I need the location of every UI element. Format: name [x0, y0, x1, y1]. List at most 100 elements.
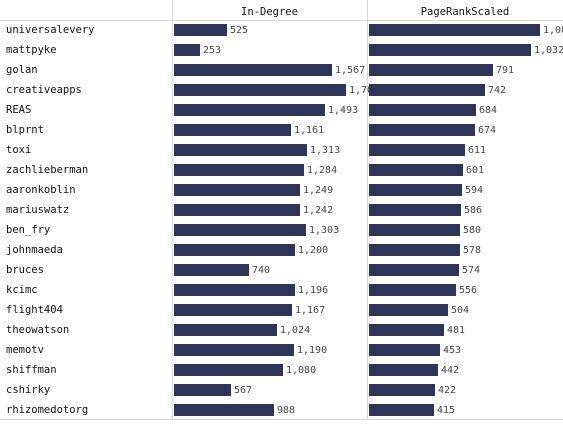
bar	[174, 64, 332, 76]
bar	[369, 164, 463, 176]
table-row: kcimc 1,196 556	[6, 284, 477, 296]
data-label: 674	[478, 125, 496, 136]
data-label: 684	[479, 105, 497, 116]
data-label: 586	[464, 205, 482, 216]
table-row: aaronkoblin 1,249 594	[6, 184, 483, 196]
bar	[369, 364, 438, 376]
data-label: 567	[234, 385, 252, 396]
row-label: REAS	[6, 104, 31, 116]
bar	[369, 244, 460, 256]
table-row: REAS 1,493 684	[6, 104, 497, 116]
data-label: 556	[459, 285, 477, 296]
row-label: mattpyke	[6, 44, 57, 56]
table-row: mariuswatz 1,242 586	[6, 204, 482, 216]
column-header: PageRankScaled	[421, 6, 510, 18]
column-headers: In-Degree PageRankScaled	[241, 6, 509, 18]
row-label: johnmaeda	[6, 244, 63, 256]
data-label: 1,196	[298, 285, 328, 296]
bar	[369, 304, 448, 316]
bar	[369, 184, 462, 196]
data-label: 740	[252, 265, 270, 276]
bar	[369, 344, 440, 356]
table-row: universalevery 525 1,088	[6, 24, 563, 36]
bar	[174, 304, 292, 316]
table-row: blprnt 1,161 674	[6, 124, 496, 136]
bar	[174, 104, 325, 116]
row-label: mariuswatz	[6, 204, 69, 216]
row-label: shiffman	[6, 364, 57, 376]
data-label: 1,703	[349, 85, 379, 96]
bar	[174, 364, 283, 376]
data-label: 525	[230, 25, 248, 36]
bar	[174, 344, 294, 356]
bar	[369, 384, 435, 396]
data-label: 415	[437, 405, 455, 416]
row-label: memotv	[6, 344, 44, 356]
table-row: shiffman 1,080 442	[6, 364, 459, 376]
bar	[369, 24, 540, 36]
data-label: 442	[441, 365, 459, 376]
bar	[174, 224, 306, 236]
row-label: zachlieberman	[6, 164, 88, 176]
bar	[174, 264, 249, 276]
bar	[369, 144, 465, 156]
table-row: johnmaeda 1,200 578	[6, 244, 481, 256]
table-row: golan 1,567 791	[6, 64, 514, 76]
bar	[174, 244, 295, 256]
row-label: aaronkoblin	[6, 184, 76, 196]
row-label: cshirky	[6, 384, 50, 396]
row-label: ben_fry	[6, 224, 50, 236]
table-row: bruces 740 574	[6, 264, 480, 276]
table-row: creativeapps 1,703 742	[6, 84, 506, 96]
data-label: 1,493	[328, 105, 358, 116]
bar	[369, 84, 485, 96]
row-label: toxi	[6, 144, 31, 156]
data-label: 422	[438, 385, 456, 396]
data-label: 580	[463, 225, 481, 236]
data-label: 504	[451, 305, 469, 316]
data-label: 1,303	[309, 225, 339, 236]
bar	[369, 264, 459, 276]
bar	[174, 84, 346, 96]
data-label: 481	[447, 325, 465, 336]
row-label: kcimc	[6, 284, 38, 296]
table-row: toxi 1,313 611	[6, 144, 486, 156]
row-label: rhizomedotorg	[6, 404, 88, 416]
data-label: 1,567	[335, 65, 365, 76]
table-row: zachlieberman 1,284 601	[6, 164, 484, 176]
data-label: 1,313	[310, 145, 340, 156]
row-label: blprnt	[6, 124, 44, 136]
data-label: 988	[277, 405, 295, 416]
table-row: theowatson 1,024 481	[6, 324, 465, 336]
bar	[369, 224, 460, 236]
bar	[369, 284, 456, 296]
row-label: bruces	[6, 264, 44, 276]
bar	[174, 384, 231, 396]
bar	[174, 44, 200, 56]
data-label: 1,190	[297, 345, 327, 356]
table-row: ben_fry 1,303 580	[6, 224, 481, 236]
data-label: 1,024	[280, 325, 310, 336]
bar	[174, 24, 227, 36]
data-label: 1,242	[303, 205, 333, 216]
data-label: 1,161	[294, 125, 324, 136]
bar	[369, 324, 444, 336]
data-label: 611	[468, 145, 486, 156]
bar	[174, 284, 295, 296]
data-label: 594	[465, 185, 483, 196]
data-label: 1,080	[286, 365, 316, 376]
data-label: 742	[488, 85, 506, 96]
data-label: 453	[443, 345, 461, 356]
bar	[369, 64, 493, 76]
bar	[174, 124, 291, 136]
row-label: universalevery	[6, 24, 95, 36]
data-label: 1,284	[307, 165, 337, 176]
bar	[174, 144, 307, 156]
row-label: flight404	[6, 304, 63, 316]
bar	[174, 204, 300, 216]
table-row: cshirky 567 422	[6, 384, 456, 396]
bar	[369, 44, 531, 56]
